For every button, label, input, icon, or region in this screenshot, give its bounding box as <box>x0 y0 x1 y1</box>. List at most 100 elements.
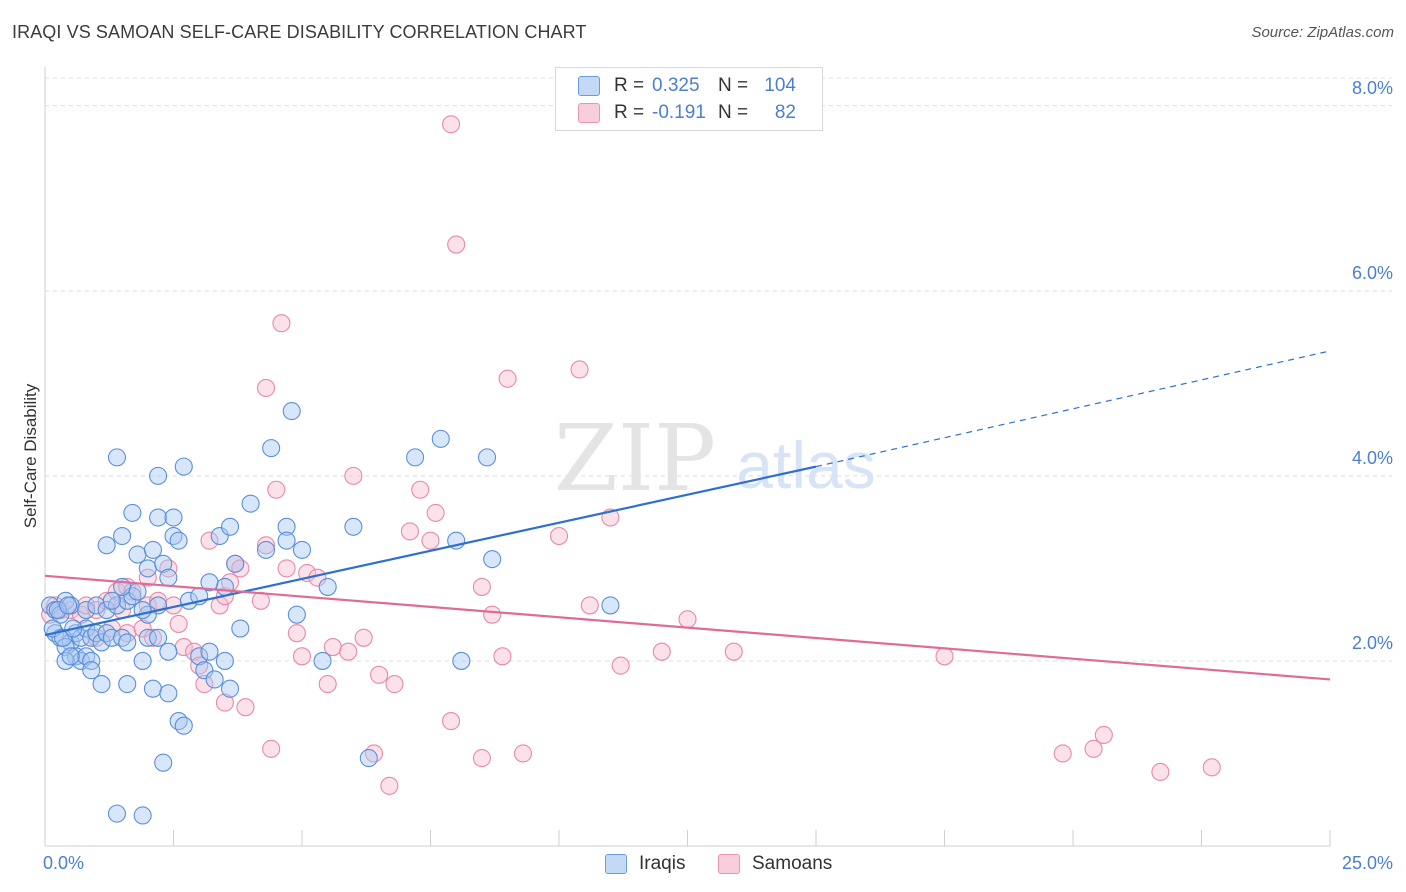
iraqi-point <box>149 628 168 647</box>
iraqi-point <box>128 582 147 601</box>
iraqi-point <box>195 661 214 680</box>
iraqi-point <box>431 429 450 448</box>
iraqi-point <box>143 540 162 559</box>
iraqi-point <box>159 568 178 587</box>
iraqi-point <box>113 526 132 546</box>
samoan-point <box>442 115 461 134</box>
iraqi-point <box>220 679 240 698</box>
iraqi-point <box>200 642 219 661</box>
samoan-point <box>1151 762 1170 782</box>
iraqi-point <box>292 540 312 559</box>
samoan-point <box>215 693 234 712</box>
iraqi-point <box>133 806 152 825</box>
iraqi-point <box>149 508 168 527</box>
legend-item-samoans[interactable]: Samoans <box>718 853 832 875</box>
legend-series: Iraqis Samoans <box>0 853 1406 877</box>
iraqi-point <box>107 804 127 823</box>
samoan-point <box>580 596 599 615</box>
n-value: 82 <box>774 102 796 123</box>
iraqi-point <box>231 619 250 638</box>
samoan-point <box>421 531 440 550</box>
iraqis-trend-extension <box>815 350 1331 468</box>
iraqi-point <box>282 402 301 421</box>
samoan-point <box>678 610 697 629</box>
iraqi-point <box>220 517 240 536</box>
legend-item-iraqis[interactable]: Iraqis <box>605 853 685 875</box>
iraqi-point <box>169 531 188 550</box>
iraqi-point <box>123 503 142 522</box>
samoans-trend-line <box>44 574 1331 681</box>
iraqi-point <box>205 670 224 689</box>
iraqi-point <box>477 448 497 467</box>
source-label: Source: ZipAtlas.com <box>1251 24 1394 41</box>
iraqi-point <box>154 554 173 573</box>
iraqi-point <box>313 651 332 670</box>
samoan-point <box>1094 725 1113 745</box>
iraqi-point <box>92 675 111 694</box>
iraqi-point <box>128 545 147 564</box>
r-value: -0.191 <box>652 102 706 123</box>
n-label: N = <box>718 75 749 96</box>
legend-row-iraqis: R = 0.325 N = 104 <box>578 74 796 98</box>
iraqi-point <box>97 536 116 555</box>
iraqi-point <box>174 716 193 735</box>
iraqi-point <box>107 448 127 467</box>
y-tick-label: 6.0% <box>1352 263 1393 283</box>
chart-title: IRAQI VS SAMOAN SELF-CARE DISABILITY COR… <box>12 22 587 42</box>
samoan-point <box>426 503 445 522</box>
samoan-point <box>354 628 373 647</box>
tick-labels: 2.0% 4.0% 6.0% 8.0% 0.0% 25.0% <box>43 78 1393 873</box>
samoan-point <box>262 739 281 758</box>
iraqi-point <box>452 651 471 670</box>
iraqi-point <box>118 675 137 694</box>
x-tick-label-max: 25.0% <box>1342 853 1393 873</box>
samoan-point <box>200 531 219 550</box>
y-axis-label: Self-Care Disability <box>21 383 40 528</box>
samoan-point <box>472 577 491 596</box>
iraqi-point <box>601 596 620 615</box>
samoan-point <box>411 480 430 499</box>
samoan-point <box>256 536 276 555</box>
samoan-point <box>77 596 96 615</box>
iraqi-point <box>210 526 229 546</box>
n-label: N = <box>718 102 749 123</box>
iraqi-point <box>406 448 425 467</box>
x-tick-label-min: 0.0% <box>43 853 84 873</box>
iraqi-point <box>138 628 157 647</box>
samoan-point <box>318 675 337 694</box>
iraqi-point <box>287 605 306 624</box>
samoan-point <box>447 235 466 254</box>
iraqi-point <box>277 531 296 550</box>
legend-label-iraqis: Iraqis <box>639 853 686 874</box>
iraqi-point <box>82 651 101 670</box>
iraqi-point <box>53 628 73 647</box>
samoan-point <box>287 624 306 643</box>
iraqi-point <box>277 517 296 536</box>
samoan-point <box>277 559 296 578</box>
samoan-point <box>935 647 954 666</box>
samoan-point <box>385 675 404 694</box>
iraqi-point <box>215 651 234 670</box>
iraqi-point <box>256 540 276 559</box>
samoan-point <box>1053 744 1072 763</box>
samoan-point <box>339 642 358 661</box>
iraqi-point <box>102 591 121 610</box>
iraqi-point <box>164 508 183 527</box>
r-label: R = <box>614 102 645 123</box>
trend-lines <box>44 350 1331 681</box>
legend-stats: R = 0.325 N = 104 R = -0.191 N = 82 <box>555 67 823 131</box>
legend-label-samoans: Samoans <box>752 853 833 874</box>
iraqis-swatch <box>605 854 627 874</box>
samoan-point <box>272 314 291 333</box>
samoan-point <box>380 776 399 795</box>
iraqi-point <box>154 753 173 772</box>
samoan-point <box>493 647 512 666</box>
samoan-point <box>1084 739 1103 758</box>
iraqi-point <box>200 573 219 592</box>
iraqi-point <box>241 494 260 513</box>
iraqi-point <box>133 651 152 670</box>
iraqi-point <box>59 596 78 615</box>
samoan-point <box>133 619 152 638</box>
samoan-point <box>251 591 270 610</box>
